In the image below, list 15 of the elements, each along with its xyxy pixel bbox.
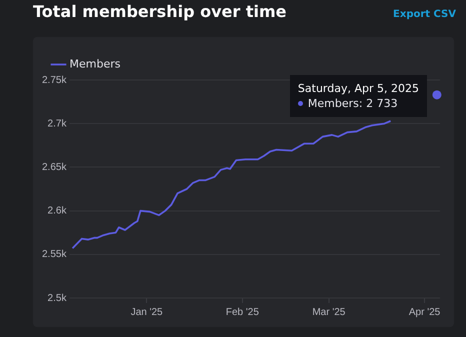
y-tick-label: 2.5k [48,292,68,304]
y-tick-label: 2.6k [48,206,68,217]
text: Export CSV [393,9,456,20]
y-tick-label: 2.7k [48,118,68,130]
y-tick-label: 2.55k [42,249,68,260]
y-tick-label: 2.75k [42,74,68,86]
y-tick-label: 2.65k [42,162,68,173]
x-tick-label: Jan '25 [130,306,164,318]
legend-label: Members [70,57,121,70]
x-tick-label: Mar '25 [312,306,346,318]
annotation: Members: 2 733 [308,96,398,110]
x-tick-label: Feb '25 [226,306,260,318]
chart-title: Total membership over time [33,2,286,21]
x-tick-label: Apr '25 [408,306,441,318]
annotation: Saturday, Apr 5, 2025 [298,80,419,96]
